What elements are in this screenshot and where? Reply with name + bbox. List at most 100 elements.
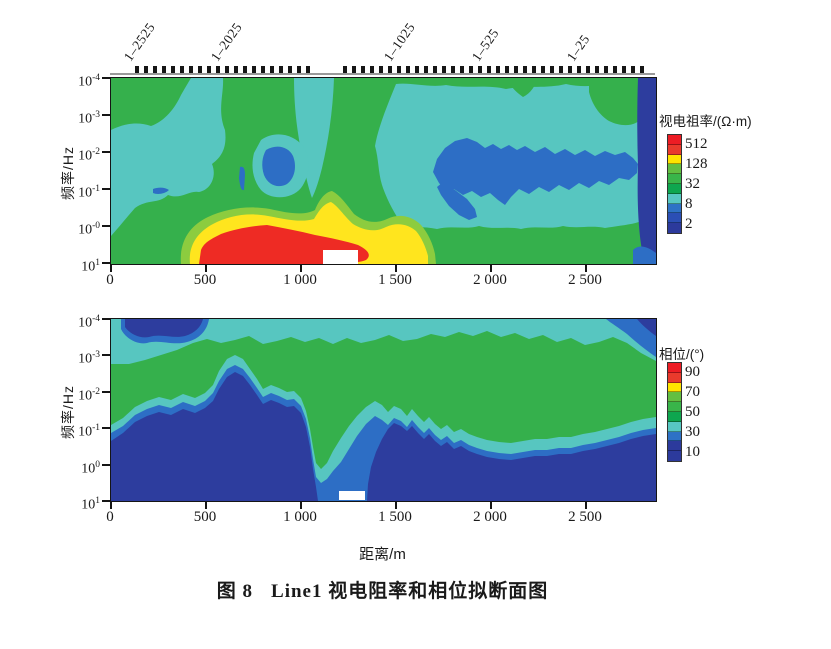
resistivity-no-data-gap <box>323 250 358 264</box>
x-tick <box>300 501 302 509</box>
x-axis-title: 距离/m <box>359 546 406 563</box>
colorbar-cell <box>668 411 681 422</box>
station-baseline <box>110 73 655 75</box>
resistivity-legend-title: 视电祖率/(Ω·m) <box>659 114 752 129</box>
y-tick <box>102 262 110 264</box>
y-tick-label: 10-3 <box>78 110 100 127</box>
phase-pseudosection-plot <box>110 318 657 502</box>
station-label-1-525: 1–525 <box>468 25 502 64</box>
resistivity-blue-under-navy <box>633 246 656 264</box>
x-tick <box>110 264 112 272</box>
y-tick <box>102 151 110 153</box>
colorbar-cell <box>668 203 681 214</box>
colorbar-cell <box>668 154 681 165</box>
station-label-1-1025: 1–1025 <box>380 19 418 65</box>
x-tick-label: 500 <box>193 509 217 525</box>
y-axis-title-phase: 频率/Hz <box>60 385 76 439</box>
resistivity-pseudosection-plot <box>110 77 657 265</box>
y-tick <box>102 500 110 502</box>
x-tick-label: 1 000 <box>283 272 317 288</box>
x-tick-label: 0 <box>106 272 114 288</box>
resistivity-blue-dash <box>153 187 169 194</box>
x-tick <box>490 501 492 509</box>
y-tick <box>102 464 110 466</box>
y-tick <box>102 114 110 116</box>
phase-legend-value: 70 <box>685 384 700 400</box>
resistivity-legend-value: 2 <box>685 216 693 232</box>
x-tick <box>110 501 112 509</box>
station-markers-right <box>343 66 646 73</box>
colorbar-cell <box>668 382 681 393</box>
colorbar-cell <box>668 402 681 412</box>
resistivity-navy-right-strip <box>637 78 656 257</box>
x-tick <box>395 264 397 272</box>
resistivity-colorbar <box>667 134 682 234</box>
y-tick-label: 10-1 <box>78 423 100 440</box>
resistivity-green-topright-blob <box>589 78 639 126</box>
y-tick-label: 100 <box>81 460 100 477</box>
x-tick <box>395 501 397 509</box>
colorbar-cell <box>668 135 681 145</box>
phase-colorbar <box>667 362 682 462</box>
resistivity-blue-sliver <box>239 166 245 191</box>
x-tick-label: 1 500 <box>378 509 412 525</box>
colorbar-cell <box>668 431 681 442</box>
phase-navy-core <box>111 372 656 501</box>
phase-legend-value: 50 <box>685 404 700 420</box>
x-tick-label: 1 000 <box>283 509 317 525</box>
phase-legend-value: 90 <box>685 364 700 380</box>
x-tick <box>585 501 587 509</box>
colorbar-cell <box>668 421 681 432</box>
resistivity-green-top-tongue <box>506 78 538 97</box>
x-tick <box>205 264 207 272</box>
station-markers-left <box>135 66 314 73</box>
phase-no-data-gap <box>339 491 365 500</box>
colorbar-cell <box>668 174 681 184</box>
resistivity-teal-left-region <box>111 78 226 236</box>
x-tick <box>205 501 207 509</box>
colorbar-cell <box>668 164 681 175</box>
y-tick <box>102 427 110 429</box>
resistivity-legend-value: 8 <box>685 196 693 212</box>
colorbar-cell <box>668 363 681 373</box>
x-tick <box>490 264 492 272</box>
station-label-1-2025: 1–2025 <box>207 19 245 65</box>
station-label-1-2525: 1–2525 <box>120 19 158 65</box>
resistivity-teal-band-2 <box>294 78 334 198</box>
y-tick <box>102 188 110 190</box>
y-tick-label: 10-0 <box>78 221 100 238</box>
colorbar-cell <box>668 183 681 194</box>
y-tick-label: 10-2 <box>78 147 100 164</box>
phase-teal-top-strip <box>111 319 656 364</box>
x-tick-label: 2 000 <box>473 272 507 288</box>
y-tick-label: 10-3 <box>78 350 100 367</box>
phase-contour-field <box>111 319 656 501</box>
y-tick-label: 101 <box>81 496 100 513</box>
phase-legend-title: 相位/(°) <box>659 347 705 362</box>
y-tick <box>102 318 110 320</box>
resistivity-legend-value: 32 <box>685 176 700 192</box>
phase-navy-topright-corner <box>637 319 656 336</box>
y-tick <box>102 77 110 79</box>
figure-number: 图 8 <box>216 581 254 602</box>
resistivity-blue-lobe <box>437 182 477 220</box>
x-tick-label: 2 500 <box>568 509 602 525</box>
x-tick-label: 0 <box>106 509 114 525</box>
phase-navy-topleft-patch <box>125 319 203 338</box>
y-tick <box>102 354 110 356</box>
x-tick <box>585 264 587 272</box>
resistivity-contour-field <box>111 78 656 264</box>
colorbar-cell <box>668 193 681 204</box>
y-tick-label: 10-2 <box>78 387 100 404</box>
colorbar-cell <box>668 372 681 383</box>
resistivity-legend-value: 128 <box>685 156 708 172</box>
resistivity-blue-band-right <box>433 138 638 205</box>
y-axis-title-resistivity: 频率/Hz <box>60 146 76 200</box>
y-tick-label: 10-1 <box>78 184 100 201</box>
phase-legend-value: 30 <box>685 424 700 440</box>
colorbar-cell <box>668 441 681 452</box>
station-label-1-25: 1–25 <box>563 31 593 64</box>
resistivity-blue-blob <box>262 146 295 187</box>
colorbar-cell <box>668 213 681 224</box>
